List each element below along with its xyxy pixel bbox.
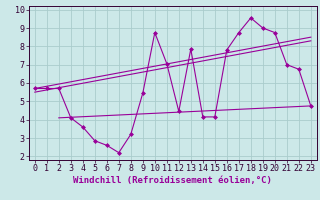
X-axis label: Windchill (Refroidissement éolien,°C): Windchill (Refroidissement éolien,°C) bbox=[73, 176, 272, 185]
